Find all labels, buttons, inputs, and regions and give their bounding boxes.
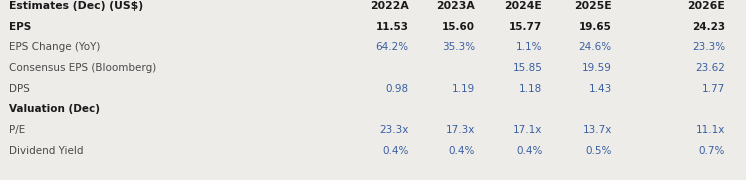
- Text: 2026E: 2026E: [687, 1, 725, 11]
- Text: 17.1x: 17.1x: [513, 125, 542, 135]
- Text: Valuation (Dec): Valuation (Dec): [9, 104, 100, 114]
- Text: 0.4%: 0.4%: [516, 146, 542, 156]
- Text: Consensus EPS (Bloomberg): Consensus EPS (Bloomberg): [9, 63, 156, 73]
- Text: 0.98: 0.98: [386, 84, 409, 94]
- Text: 13.7x: 13.7x: [583, 125, 612, 135]
- Text: 2022A: 2022A: [370, 1, 409, 11]
- Text: 15.85: 15.85: [513, 63, 542, 73]
- Text: 23.3%: 23.3%: [692, 42, 725, 52]
- Text: 23.3x: 23.3x: [380, 125, 409, 135]
- Text: P/E: P/E: [9, 125, 25, 135]
- Text: 2023A: 2023A: [436, 1, 475, 11]
- Text: 0.7%: 0.7%: [699, 146, 725, 156]
- Text: 2024E: 2024E: [504, 1, 542, 11]
- Text: Dividend Yield: Dividend Yield: [9, 146, 84, 156]
- Text: 1.43: 1.43: [589, 84, 612, 94]
- Text: 15.77: 15.77: [509, 22, 542, 32]
- Text: 19.65: 19.65: [579, 22, 612, 32]
- Text: 64.2%: 64.2%: [376, 42, 409, 52]
- Text: 23.62: 23.62: [695, 63, 725, 73]
- Text: EPS Change (YoY): EPS Change (YoY): [9, 42, 100, 52]
- Text: 2025E: 2025E: [574, 1, 612, 11]
- Text: 11.53: 11.53: [376, 22, 409, 32]
- Text: 24.23: 24.23: [692, 22, 725, 32]
- Text: 1.1%: 1.1%: [515, 42, 542, 52]
- Text: 11.1x: 11.1x: [696, 125, 725, 135]
- Text: 17.3x: 17.3x: [446, 125, 475, 135]
- Text: 0.5%: 0.5%: [586, 146, 612, 156]
- Text: 1.18: 1.18: [519, 84, 542, 94]
- Text: 35.3%: 35.3%: [442, 42, 475, 52]
- Text: 19.59: 19.59: [582, 63, 612, 73]
- Text: EPS: EPS: [9, 22, 31, 32]
- Text: 0.4%: 0.4%: [383, 146, 409, 156]
- Text: 0.4%: 0.4%: [449, 146, 475, 156]
- Text: DPS: DPS: [9, 84, 30, 94]
- Text: Estimates (Dec) (US$): Estimates (Dec) (US$): [9, 1, 143, 11]
- Text: 1.19: 1.19: [452, 84, 475, 94]
- Text: 15.60: 15.60: [442, 22, 475, 32]
- Text: 24.6%: 24.6%: [579, 42, 612, 52]
- Text: 1.77: 1.77: [702, 84, 725, 94]
